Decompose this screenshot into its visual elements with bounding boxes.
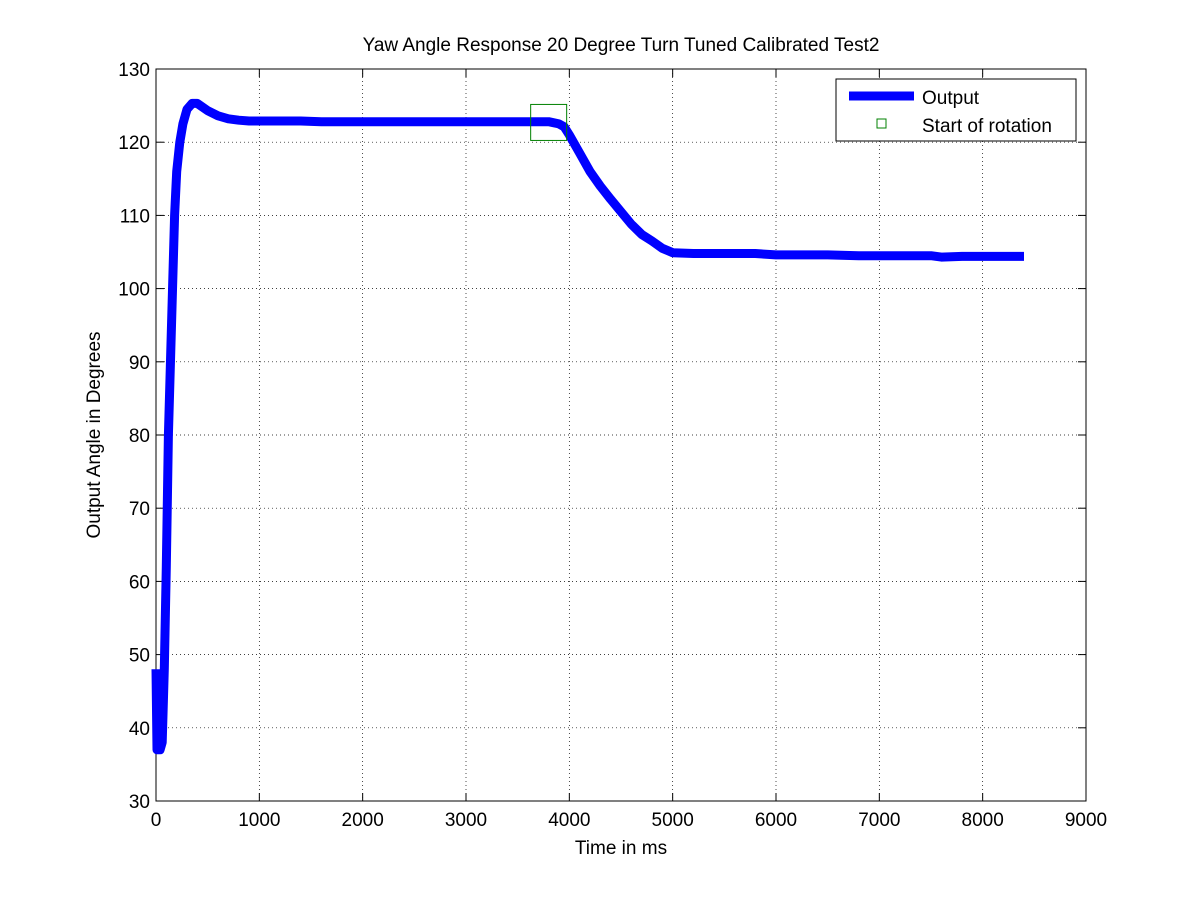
x-tick-label: 4000 [548,810,590,831]
x-tick-label: 1000 [238,810,280,831]
legend-box [835,78,1077,142]
chart-title: Yaw Angle Response 20 Degree Turn Tuned … [363,35,880,56]
axis-ticks: 0 1000 2000 3000 4000 5000 6000 7000 8000 9000 30 4… [118,60,1107,831]
x-tick-label: 5000 [652,810,694,831]
y-tick-label: 40 [129,719,150,740]
y-tick-label: 60 [129,572,150,593]
x-tick-label: 9000 [1065,810,1107,831]
y-tick-label: 30 [129,792,150,813]
x-tick-label: 2000 [342,810,384,831]
x-tick-label: 6000 [755,810,797,831]
legend-swatch-start-of-rotation [876,118,887,129]
y-tick-label: 100 [118,280,150,301]
y-tick-label: 110 [120,206,150,227]
x-tick-label: 8000 [962,810,1004,831]
series-line-output [151,98,1024,755]
y-tick-label: 70 [129,499,150,520]
y-tick-label: 90 [129,353,150,374]
x-axis-title: Time in ms [575,838,667,859]
x-tick-label: 7000 [858,810,900,831]
legend-label-start-of-rotation: Start of rotation [922,116,1052,137]
series-layer [151,98,1024,755]
y-tick-label: 50 [129,646,150,667]
y-tick-label: 80 [129,426,150,447]
y-tick-label: 130 [118,60,150,81]
x-tick-label: 0 [151,810,162,831]
start-of-rotation-marker [530,103,568,141]
y-tick-label: 120 [118,133,150,154]
legend: Output Start of rotation [835,78,1077,142]
legend-label-output: Output [922,88,980,109]
y-axis-title: Output Angle in Degrees [84,331,105,538]
x-tick-label: 3000 [445,810,487,831]
